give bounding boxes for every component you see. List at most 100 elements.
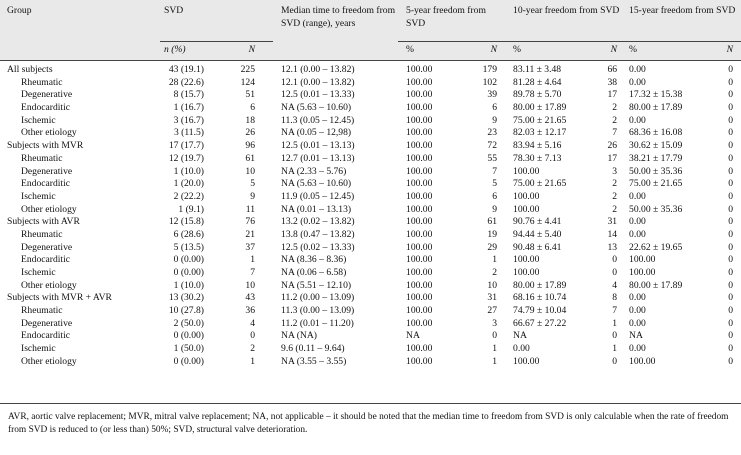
table-row: Subjects with AVR 12 (15.8) 76 13.2 (0.02 –… — [0, 216, 741, 229]
row-five-year-pct: 100.00 — [406, 216, 433, 228]
row-five-year-N: 6 — [492, 102, 498, 114]
row-median: 12.5 (0.01 – 13.13) — [281, 140, 355, 152]
row-median: 12.1 (0.00 – 13.82) — [281, 76, 355, 88]
header-ten-year: 10-year freedom from SVD — [505, 0, 626, 42]
row-ten-year-N: 4 — [612, 279, 618, 291]
row-fifteen-year-N: 0 — [728, 241, 734, 253]
row-median: 13.2 (0.02 – 13.82) — [281, 216, 355, 228]
row-group: Degenerative — [21, 165, 73, 177]
row-median: NA (0.05 – 12,98) — [281, 127, 352, 139]
row-fifteen-year-pct: 22.62 ± 19.65 — [629, 241, 683, 253]
row-five-year-N: 0 — [492, 330, 498, 342]
row-fifteen-year-N: 0 — [728, 102, 734, 114]
row-ten-year-N: 3 — [612, 165, 618, 177]
row-ten-year-pct: 94.44 ± 5.40 — [513, 228, 562, 240]
row-group: Degenerative — [21, 89, 73, 101]
row-fifteen-year-N: 0 — [728, 216, 734, 228]
table-row: Degenerative 5 (13.5) 37 12.5 (0.02 – 13.33… — [0, 242, 741, 255]
row-fifteen-year-pct: 0.00 — [629, 76, 646, 88]
row-five-year-N: 10 — [487, 279, 498, 291]
row-ten-year-pct: 74.79 ± 10.04 — [513, 305, 567, 317]
row-five-year-pct: 100.00 — [406, 114, 433, 126]
row-five-year-pct: 100.00 — [406, 127, 433, 139]
row-fifteen-year-N: 0 — [728, 152, 734, 164]
row-median: NA (3.55 – 3.55) — [281, 355, 347, 367]
row-ten-year-pct: 68.16 ± 10.74 — [513, 292, 567, 304]
row-five-year-pct: 100.00 — [406, 228, 433, 240]
row-ten-year-N: 0 — [612, 254, 618, 266]
row-fifteen-year-pct: 0.00 — [629, 317, 646, 329]
row-ten-year-pct: 83.11 ± 3.48 — [513, 64, 562, 76]
row-svd-n-pct: 3 (16.7) — [173, 114, 204, 126]
table-row: Subjects with MVR + AVR 13 (30.2) 43 11.2 (… — [0, 292, 741, 305]
row-five-year-pct: 100.00 — [406, 102, 433, 114]
row-fifteen-year-pct: 80.00 ± 17.89 — [629, 279, 683, 291]
table-row: Ischemic 3 (16.7) 18 11.3 (0.05 – 12.45) 100… — [0, 115, 741, 128]
row-five-year-pct: 100.00 — [406, 279, 433, 291]
row-svd-n-pct: 1 (10.0) — [173, 279, 204, 291]
row-five-year-pct: 100.00 — [406, 152, 433, 164]
row-median: NA (0.06 – 6.58) — [281, 267, 347, 279]
row-median: NA (5.51 – 12.10) — [281, 279, 352, 291]
row-fifteen-year-pct: NA — [629, 330, 643, 342]
row-median: NA (8.36 – 8.36) — [281, 254, 347, 266]
row-ten-year-N: 26 — [607, 140, 618, 152]
row-ten-year-pct: 100.00 — [513, 267, 540, 279]
row-fifteen-year-N: 0 — [728, 228, 734, 240]
row-svd-n-pct: 43 (19.1) — [168, 64, 204, 76]
row-fifteen-year-pct: 0.00 — [629, 343, 646, 355]
row-fifteen-year-pct: 100.00 — [629, 355, 656, 367]
row-svd-N: 2 — [250, 343, 256, 355]
row-group: Degenerative — [21, 241, 73, 253]
row-svd-N: 225 — [240, 64, 256, 76]
row-five-year-N: 9 — [492, 114, 498, 126]
row-fifteen-year-N: 0 — [728, 140, 734, 152]
row-five-year-pct: 100.00 — [406, 140, 433, 152]
row-five-year-N: 55 — [487, 152, 498, 164]
row-five-year-pct: 100.00 — [406, 165, 433, 177]
header-fifteen-year: 15-year freedom from SVD — [625, 0, 741, 42]
row-fifteen-year-N: 0 — [728, 76, 734, 88]
table-body: All subjects 43 (19.1) 225 12.1 (0.00 – 13.… — [0, 61, 741, 369]
row-five-year-N: 27 — [487, 305, 498, 317]
row-fifteen-year-pct: 0.00 — [629, 228, 646, 240]
row-fifteen-year-N: 0 — [728, 317, 734, 329]
row-fifteen-year-pct: 30.62 ± 15.09 — [629, 140, 683, 152]
row-svd-n-pct: 0 (0.00) — [173, 267, 204, 279]
row-fifteen-year-N: 0 — [728, 190, 734, 202]
row-median: 11.2 (0.00 – 13.09) — [281, 292, 355, 304]
row-svd-N: 18 — [245, 114, 256, 126]
header-empty-median — [273, 41, 399, 61]
row-five-year-N: 19 — [487, 228, 498, 240]
table-row: Endocarditic 0 (0.00) 1 NA (8.36 – 8.36) 100… — [0, 254, 741, 267]
row-ten-year-N: 2 — [612, 178, 618, 190]
row-ten-year-N: 17 — [607, 89, 618, 101]
row-five-year-N: 1 — [492, 254, 498, 266]
row-ten-year-N: 1 — [612, 343, 618, 355]
row-svd-n-pct: 0 (0.00) — [173, 254, 204, 266]
row-ten-year-N: 1 — [612, 317, 618, 329]
row-group: Rheumatic — [21, 305, 63, 317]
row-fifteen-year-pct: 100.00 — [629, 267, 656, 279]
row-five-year-pct: 100.00 — [406, 64, 433, 76]
header-five-year: 5-year freedom from SVD — [398, 0, 506, 42]
row-group: Rheumatic — [21, 152, 63, 164]
row-svd-n-pct: 1 (16.7) — [173, 102, 204, 114]
svd-table: Group SVD Median time to freedom from SV… — [0, 0, 741, 369]
row-group: Other etiology — [21, 355, 77, 367]
header-pct-10: % — [505, 41, 589, 61]
row-five-year-pct: NA — [406, 330, 420, 342]
row-ten-year-pct: 80.00 ± 17.89 — [513, 279, 567, 291]
row-five-year-pct: 100.00 — [406, 317, 433, 329]
header-pct-15: % — [625, 41, 702, 61]
row-ten-year-N: 0 — [612, 330, 618, 342]
row-svd-n-pct: 12 (15.8) — [168, 216, 204, 228]
row-ten-year-pct: 89.78 ± 5.70 — [513, 89, 562, 101]
row-ten-year-pct: 66.67 ± 27.22 — [513, 317, 567, 329]
row-group: Rheumatic — [21, 228, 63, 240]
row-svd-N: 76 — [245, 216, 256, 228]
row-svd-n-pct: 17 (17.7) — [168, 140, 204, 152]
header-group: Group — [0, 0, 160, 42]
row-median: NA (0.01 – 13.13) — [281, 203, 352, 215]
